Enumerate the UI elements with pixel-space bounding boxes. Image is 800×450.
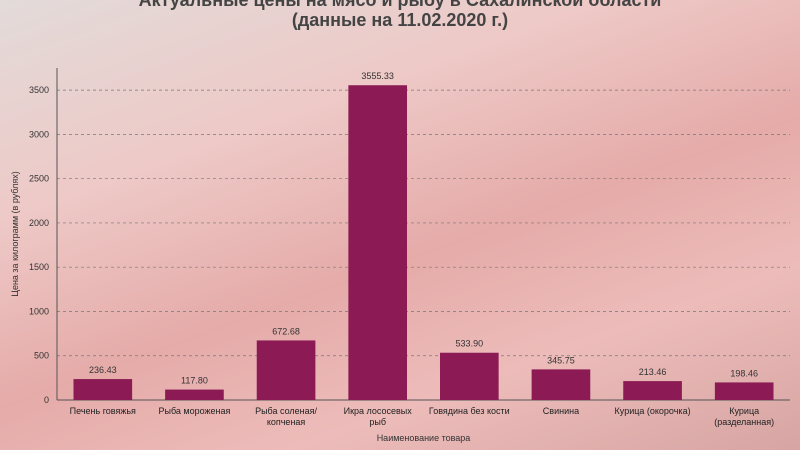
bar [73, 379, 133, 400]
bar [714, 382, 774, 400]
bar [439, 352, 499, 400]
bar [531, 369, 591, 400]
bar [165, 389, 224, 400]
y-tick-label: 500 [34, 351, 49, 361]
y-tick-label: 1000 [29, 306, 49, 316]
x-axis-label: Наименование товара [377, 433, 471, 443]
y-tick-label: 1500 [29, 262, 49, 272]
value-label: 3555.33 [361, 71, 394, 81]
x-tick-label: Рыба мороженая [158, 406, 231, 416]
y-axis-label: Цена за килограмм (в рублях) [10, 171, 20, 296]
value-label: 198.46 [730, 368, 758, 378]
y-tick-label: 3500 [29, 85, 49, 95]
x-tick-label: Свинина [542, 406, 580, 416]
x-tick-label: Печень говяжья [69, 406, 136, 416]
bar [256, 340, 316, 400]
bar [348, 85, 408, 400]
value-label: 533.90 [456, 339, 484, 349]
y-tick-label: 0 [44, 395, 49, 405]
x-tick-label: Курица (разделанная) [714, 406, 775, 427]
x-tick-label: Курица (окорочка) [614, 406, 691, 416]
x-tick-label: Икра лососевых рыб [343, 406, 412, 427]
x-tick-label: Рыба соленая/копченая [255, 406, 318, 427]
value-label: 672.68 [272, 326, 300, 336]
y-tick-label: 3000 [29, 129, 49, 139]
value-label: 345.75 [547, 355, 575, 365]
y-tick-label: 2500 [29, 174, 49, 184]
chart-title: Актуальные цены на мясо и рыбу в Сахалин… [138, 0, 662, 30]
bar [623, 381, 682, 400]
value-label: 236.43 [89, 365, 117, 375]
y-tick-label: 2000 [29, 218, 49, 228]
value-label: 213.46 [639, 367, 667, 377]
value-label: 117.80 [181, 376, 208, 386]
x-tick-label: Говядина без кости [428, 406, 510, 416]
